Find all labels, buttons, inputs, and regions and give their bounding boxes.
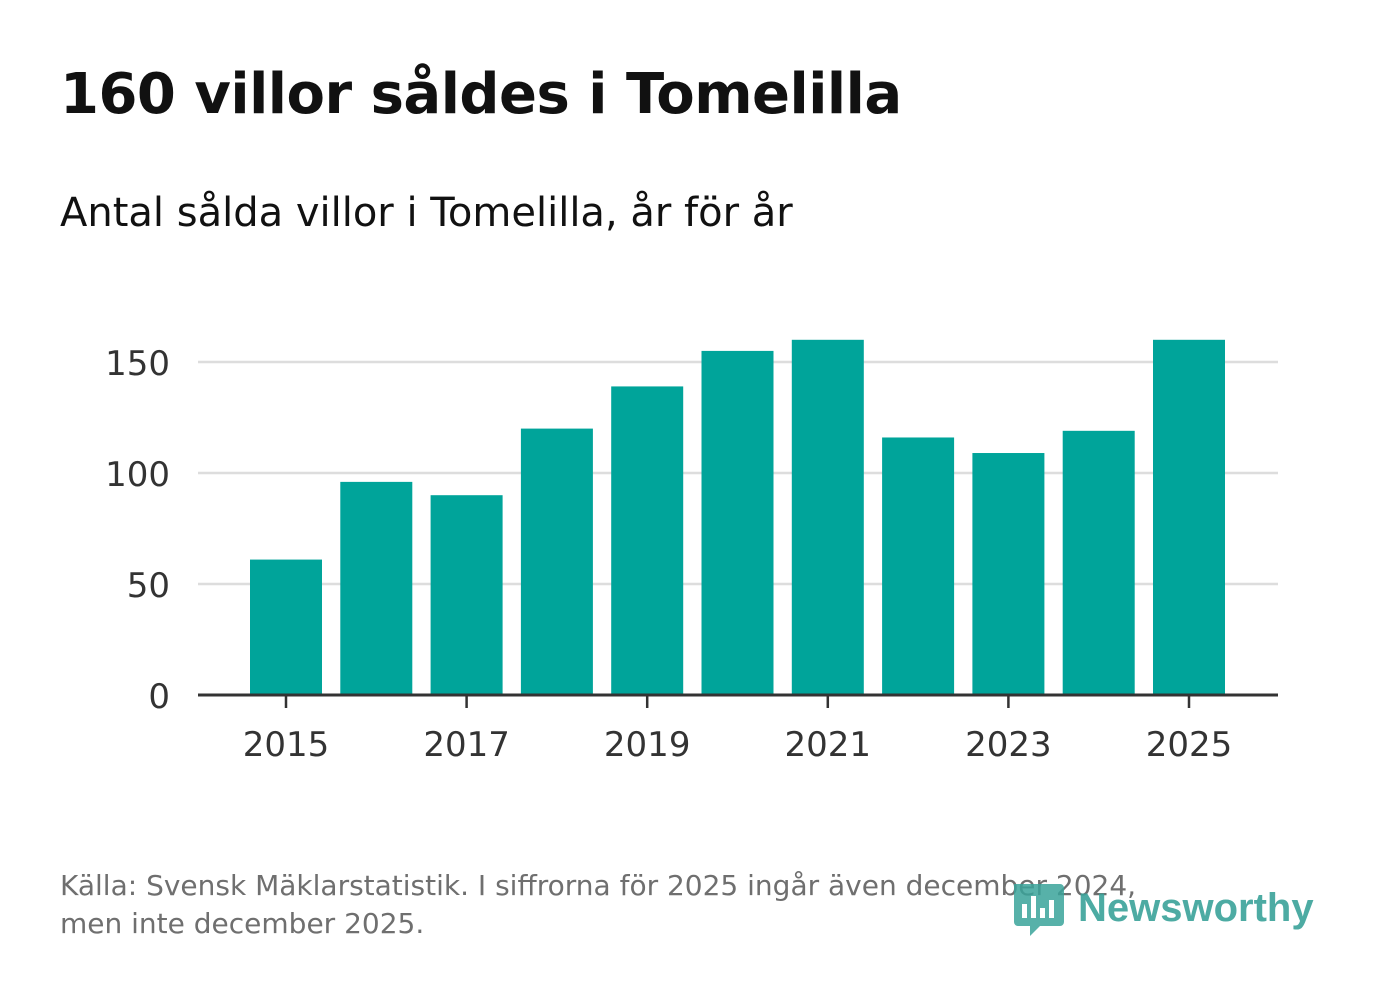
bar-2021 (791, 339, 864, 695)
bar-2018 (520, 428, 593, 695)
bar-2024 (1062, 430, 1135, 695)
x-tick-label: 2017 (423, 725, 510, 765)
bars (250, 339, 1225, 695)
newsworthy-logo-icon (1014, 884, 1064, 936)
axes: 0 50 100 150 2015 2017 2019 2021 2023 2025 (105, 344, 1278, 765)
y-tick-label: 100 (105, 455, 170, 495)
bar-2015 (250, 559, 322, 695)
y-tick-label: 50 (127, 566, 170, 606)
x-tick-label: 2025 (1146, 725, 1233, 765)
source-line-2: men inte december 2025. (60, 907, 425, 940)
x-tick-label: 2015 (243, 725, 330, 765)
x-tick-label: 2021 (785, 725, 872, 765)
y-tick-label: 150 (105, 344, 170, 384)
bar-2020 (701, 350, 774, 695)
y-tick-label: 0 (148, 677, 170, 717)
chart-subtitle: Antal sålda villor i Tomelilla, år för å… (60, 190, 793, 236)
source-note: Källa: Svensk Mäklarstatistik. I siffror… (60, 867, 1260, 943)
brand-name: Newsworthy (1078, 885, 1314, 930)
source-line-1: Källa: Svensk Mäklarstatistik. I siffror… (60, 869, 1137, 902)
bar-2023 (972, 453, 1045, 695)
x-tick-label: 2023 (965, 725, 1052, 765)
chart-title: 160 villor såldes i Tomelilla (60, 62, 902, 127)
bar-2025 (1153, 339, 1225, 695)
newsworthy-logo: Newsworthy (1010, 878, 1314, 938)
x-tick-label: 2019 (604, 725, 691, 765)
bar-2022 (882, 437, 955, 695)
bar-2016 (340, 481, 413, 695)
bar-2017 (430, 495, 503, 695)
bar-2019 (611, 386, 684, 695)
